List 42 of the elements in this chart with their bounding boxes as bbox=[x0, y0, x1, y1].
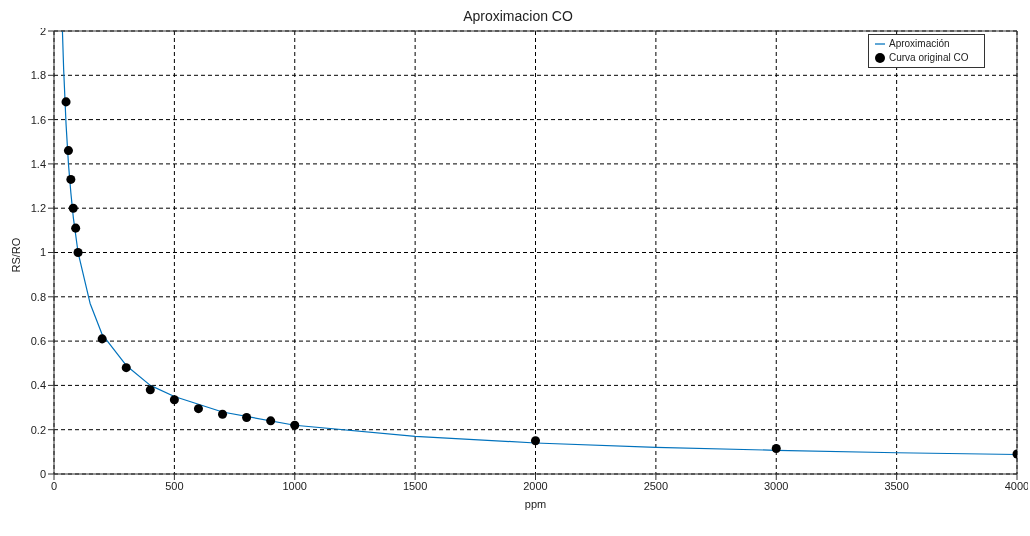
x-axis-title: ppm bbox=[524, 498, 547, 510]
y-tick-label: 0 bbox=[39, 467, 46, 480]
legend-label: Curva original CO bbox=[889, 52, 969, 63]
point bbox=[290, 420, 300, 430]
x-tick-label: 500 bbox=[165, 479, 184, 492]
x-tick-label: 3500 bbox=[884, 479, 909, 492]
point bbox=[97, 334, 107, 344]
point bbox=[66, 174, 76, 184]
point bbox=[242, 413, 252, 423]
y-tick-label: 0.6 bbox=[30, 335, 46, 348]
y-tick-label: 1.2 bbox=[30, 202, 46, 215]
x-tick-label: 1500 bbox=[402, 479, 428, 492]
point bbox=[73, 247, 83, 258]
y-tick-label: 1.4 bbox=[30, 157, 46, 170]
y-tick-label: 2 bbox=[39, 24, 46, 37]
point bbox=[71, 223, 81, 233]
point bbox=[771, 444, 781, 454]
point bbox=[266, 416, 276, 426]
point bbox=[193, 404, 203, 414]
point bbox=[169, 395, 179, 405]
point bbox=[63, 146, 73, 156]
y-tick-label: 1.8 bbox=[30, 69, 46, 82]
x-tick-label: 2500 bbox=[643, 479, 669, 492]
x-tick-label: 0 bbox=[50, 479, 58, 492]
point bbox=[218, 409, 228, 419]
x-tick-label: 4000 bbox=[1004, 479, 1030, 492]
legend-label: Aproximación bbox=[889, 38, 950, 49]
y-tick-label: 0.4 bbox=[30, 379, 46, 392]
y-axis-title: RS/RO bbox=[9, 237, 22, 273]
chart-title: Aproximacion CO bbox=[463, 8, 573, 24]
point bbox=[121, 363, 131, 373]
x-tick-label: 2000 bbox=[523, 479, 548, 492]
y-tick-label: 0.2 bbox=[30, 423, 46, 436]
y-tick-label: 1 bbox=[39, 246, 46, 259]
x-tick-label: 3000 bbox=[764, 479, 789, 492]
x-tick-label: 1000 bbox=[282, 479, 307, 492]
point bbox=[145, 385, 155, 395]
point bbox=[530, 436, 541, 446]
point bbox=[61, 97, 71, 107]
y-tick-label: 0.8 bbox=[30, 290, 46, 303]
y-tick-label: 1.6 bbox=[30, 113, 46, 126]
point bbox=[68, 203, 78, 213]
